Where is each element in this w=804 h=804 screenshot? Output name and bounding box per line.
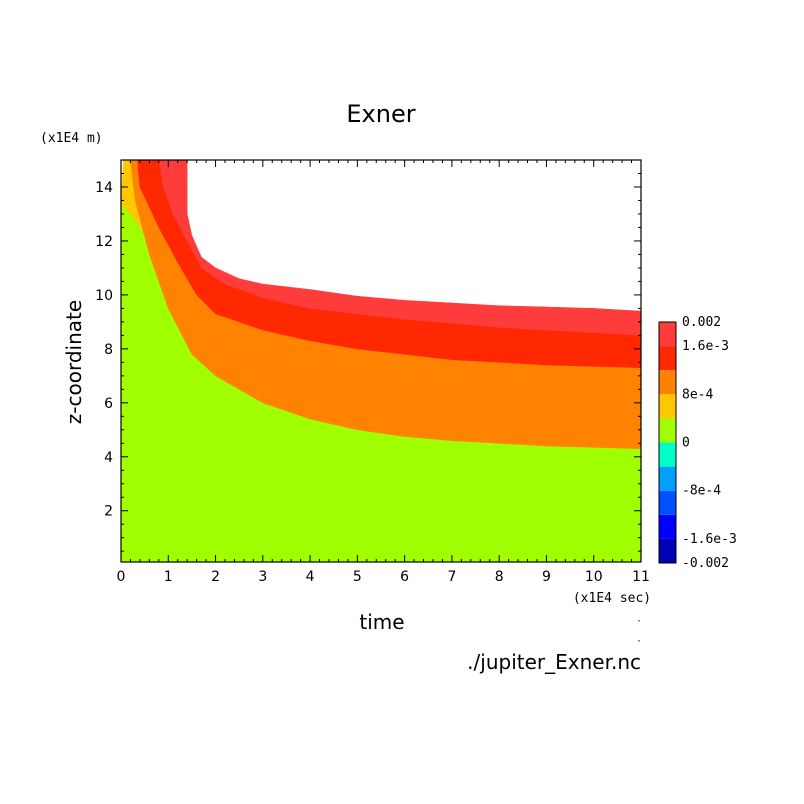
- colorbar-swatch: [659, 418, 676, 443]
- x-unit-label: (x1E4 sec): [573, 591, 651, 606]
- colorbar-label: 8e-4: [682, 387, 713, 402]
- y-axis-label: z-coordinate: [62, 300, 86, 424]
- colorbar-swatch: [659, 370, 676, 395]
- colorbar-label: -0.002: [682, 556, 729, 571]
- colorbar-swatch: [659, 538, 676, 563]
- colorbar-label: -8e-4: [682, 484, 721, 499]
- x-tick-label: 8: [495, 569, 504, 585]
- x-tick-label: 10: [585, 569, 603, 585]
- x-tick-label: 9: [542, 569, 551, 585]
- colorbar: 0.002 1.6e-3 8e-4 0 -8e-4 -1.6e-3 -0.002: [658, 315, 737, 571]
- x-tick-label: 1: [164, 569, 173, 585]
- marker-dot-upper: ·: [636, 617, 641, 627]
- x-tick-label: 0: [117, 569, 126, 585]
- colorbar-swatch: [659, 442, 676, 467]
- x-tick-label: 7: [447, 569, 456, 585]
- x-tick-label: 5: [353, 569, 362, 585]
- contour-band-6: [158, 160, 641, 336]
- plot-frame: [120, 159, 642, 563]
- x-tick-label: 4: [306, 569, 315, 585]
- colorbar-label: 1.6e-3: [682, 339, 729, 354]
- colorbar-swatch: [659, 466, 676, 491]
- x-tick-label: 3: [258, 569, 267, 585]
- colorbar-swatch: [659, 490, 676, 515]
- x-axis-label: time: [359, 610, 404, 634]
- x-tick-label: 6: [400, 569, 409, 585]
- chart-title: Exner: [346, 100, 415, 128]
- source-file-label: ./jupiter_Exner.nc: [467, 650, 641, 674]
- y-tick-label: 8: [104, 342, 113, 358]
- colorbar-swatch: [659, 322, 676, 347]
- x-tick-label: 11: [632, 569, 650, 585]
- y-tick-label: 4: [104, 450, 113, 466]
- colorbar-swatch: [659, 346, 676, 371]
- colorbar-label: 0.002: [682, 315, 721, 330]
- y-tick-label: 12: [95, 234, 113, 250]
- colorbar-label: 0: [682, 436, 690, 451]
- colorbar-swatch: [659, 394, 676, 419]
- y-tick-label: 14: [95, 180, 113, 196]
- y-unit-label: (x1E4 m): [40, 131, 103, 146]
- colorbar-label: -1.6e-3: [682, 532, 737, 547]
- colorbar-swatch: [659, 514, 676, 539]
- y-tick-label: 10: [95, 288, 113, 304]
- plot-area: [121, 160, 641, 562]
- x-tick-label: 2: [211, 569, 220, 585]
- x-axis-ticks: 0 1 2 3 4 5 6 7 8 9 10 11: [117, 160, 650, 585]
- y-axis-ticks: 2 4 6 8 10 12 14: [95, 159, 641, 552]
- y-tick-label: 2: [104, 504, 113, 520]
- marker-dot-lower: ·: [636, 637, 641, 647]
- y-tick-label: 6: [104, 396, 113, 412]
- colorbar-frame: [658, 321, 677, 564]
